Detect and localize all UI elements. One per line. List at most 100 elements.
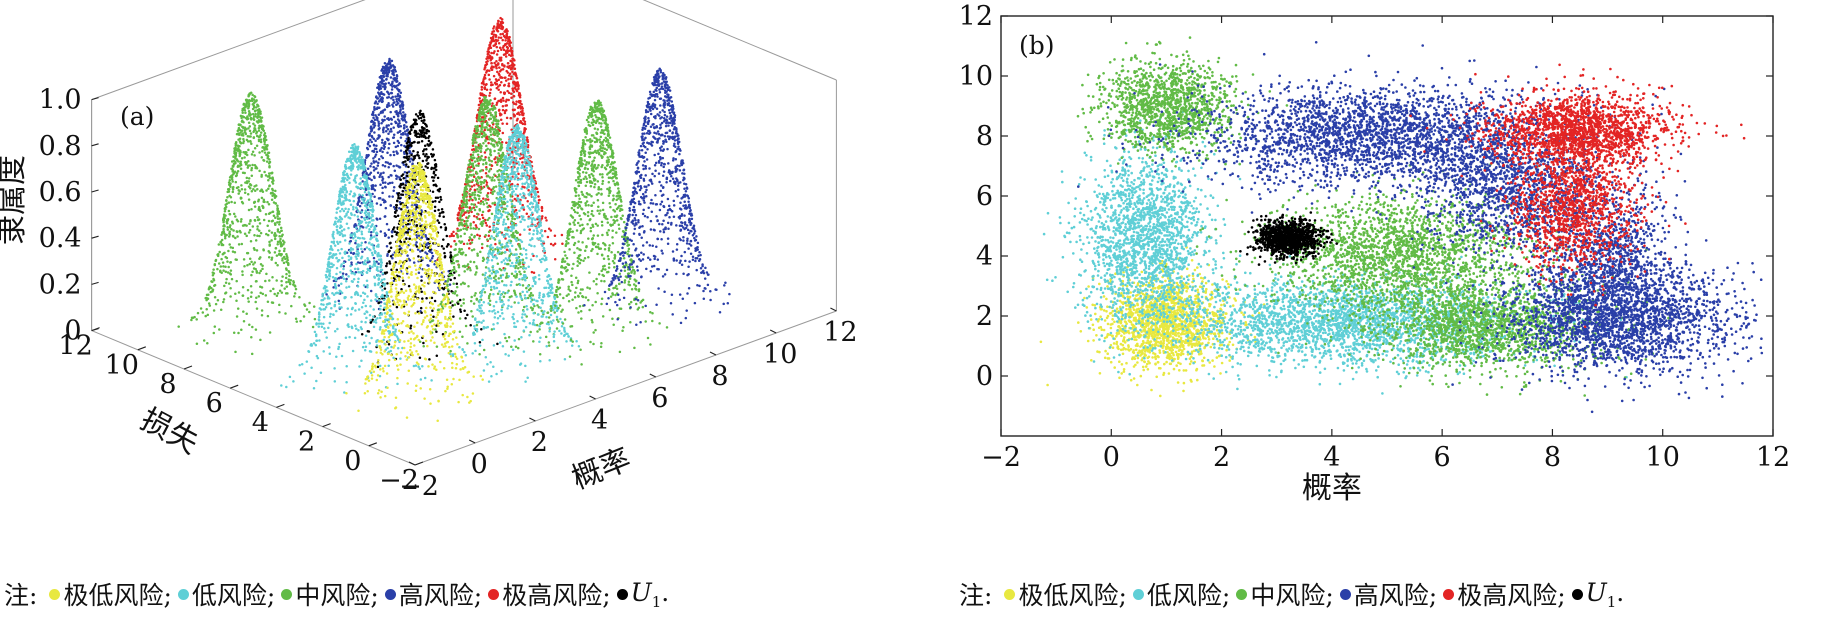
a-point <box>375 116 378 119</box>
a-point <box>497 152 500 155</box>
a-point <box>477 128 480 131</box>
a-point <box>244 127 247 130</box>
a-point <box>244 232 247 235</box>
a-point <box>513 113 516 116</box>
a-point <box>442 288 445 291</box>
a-point <box>352 147 355 150</box>
a-point <box>387 133 390 136</box>
a-point <box>469 269 472 272</box>
a-point <box>197 312 200 315</box>
a-point <box>506 33 509 36</box>
a-point <box>468 189 471 192</box>
a-point <box>373 107 376 110</box>
a-point <box>247 252 250 255</box>
a-point <box>506 117 509 120</box>
a-point <box>245 105 248 108</box>
a-point <box>521 204 524 207</box>
a-point <box>348 182 351 185</box>
a-point <box>377 172 380 175</box>
a-point <box>362 291 365 294</box>
a-point <box>213 332 216 335</box>
a-point <box>258 135 261 138</box>
a-point <box>237 144 240 147</box>
a-point <box>382 120 385 123</box>
a-point <box>489 130 492 133</box>
a-point <box>392 68 395 71</box>
a-point <box>427 156 430 159</box>
a-point <box>397 347 400 350</box>
a-point <box>228 235 231 238</box>
a-point <box>475 179 478 182</box>
a-point <box>235 175 238 178</box>
a-point <box>347 275 350 278</box>
a-point <box>327 258 330 261</box>
a-point <box>236 187 239 190</box>
a-point <box>252 102 255 105</box>
a-point <box>377 137 380 140</box>
a-point <box>352 149 355 152</box>
a-point <box>469 238 472 241</box>
a-point <box>278 235 281 238</box>
a-point <box>473 248 476 251</box>
a-point <box>449 283 452 286</box>
a-point <box>354 337 357 340</box>
a-point <box>434 184 437 187</box>
a-point <box>381 279 384 282</box>
a-point <box>258 170 261 173</box>
a-point <box>374 252 377 255</box>
a-point <box>398 122 401 125</box>
a-point <box>329 302 332 305</box>
a-point <box>252 123 255 126</box>
a-point <box>379 218 382 221</box>
a-point <box>482 211 485 214</box>
a-point <box>211 290 214 293</box>
a-point <box>277 228 280 231</box>
a-point <box>485 84 488 87</box>
a-point <box>360 271 363 274</box>
a-point <box>260 232 263 235</box>
a-point <box>341 229 344 232</box>
a-point <box>466 268 469 271</box>
a-point <box>345 212 348 215</box>
a-point <box>348 150 351 153</box>
a-point <box>461 219 464 222</box>
a-point <box>434 328 437 331</box>
a-point <box>326 289 329 292</box>
a-point <box>523 127 526 130</box>
a-point <box>471 157 474 160</box>
a-point <box>340 263 343 266</box>
a-point <box>499 91 502 94</box>
a-point <box>240 184 243 187</box>
a-point <box>422 115 425 118</box>
a-point <box>262 159 265 162</box>
a-point <box>390 66 393 69</box>
a-point <box>250 169 253 172</box>
a-point <box>475 135 478 138</box>
a-point <box>276 264 279 267</box>
a-point <box>460 304 463 307</box>
a-point <box>500 27 503 30</box>
a-point <box>489 102 492 105</box>
a-point <box>250 291 253 294</box>
a-point <box>258 235 261 238</box>
a-point <box>261 116 264 119</box>
a-point <box>338 300 341 303</box>
a-point <box>343 228 346 231</box>
a-point <box>277 292 280 295</box>
a-point <box>362 164 365 167</box>
a-point <box>369 209 372 212</box>
a-point <box>492 27 495 30</box>
a-point <box>403 187 406 190</box>
a-point <box>418 234 421 237</box>
a-point <box>486 185 489 188</box>
a-point <box>487 206 490 209</box>
a-point <box>519 233 522 236</box>
a-point <box>357 278 360 281</box>
a-point <box>516 232 519 235</box>
a-point <box>484 114 487 117</box>
a-point <box>332 286 335 289</box>
a-point <box>268 279 271 282</box>
a-point <box>355 181 358 184</box>
a-point <box>357 166 360 169</box>
a-point <box>485 234 488 237</box>
